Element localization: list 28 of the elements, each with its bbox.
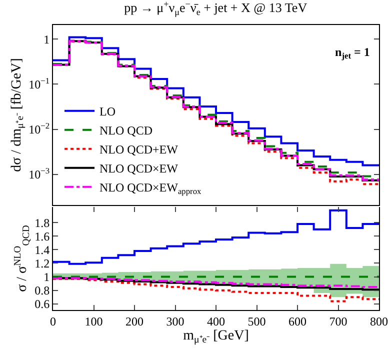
x-tick-label: 700 xyxy=(329,314,348,328)
y-tick-label: 1.2 xyxy=(34,256,50,270)
x-tick-label: 100 xyxy=(84,314,103,328)
y-tick-label: 1 xyxy=(44,270,50,284)
x-axis-title: m$_{μ⁺e⁻}$ [GeV] xyxy=(183,328,249,346)
legend-label: NLO QCD+EW xyxy=(100,142,179,157)
x-tick-label: 300 xyxy=(166,314,184,328)
x-tick-label: 800 xyxy=(370,314,388,328)
chart-title: pp → μ$^{+}$ν$_{μ}$e$^{−}$ν̄$_{e}$ + jet + X @ 13 TeV xyxy=(124,0,308,17)
x-tick-label: 0 xyxy=(50,314,56,328)
annotation: n$_{jet}$ = 1 xyxy=(335,45,370,61)
y-tick-label: 0.6 xyxy=(34,297,50,312)
y-tick-label: 1 xyxy=(44,32,50,46)
x-tick-label: 400 xyxy=(207,314,225,328)
legend-label: NLO QCD×EW xyxy=(100,162,179,176)
x-tick-label: 600 xyxy=(288,314,306,328)
y-tick-label: 1.4 xyxy=(34,242,50,257)
x-tick-label: 500 xyxy=(248,314,266,328)
y-tick-label: 10$^{−3}$ xyxy=(28,166,50,182)
legend-label: NLO QCD×EW$_{approx}$ xyxy=(100,180,202,196)
y-tick-label: 10$^{−1}$ xyxy=(28,76,50,92)
legend-label: LO xyxy=(100,104,116,119)
y-tick-label: 1.8 xyxy=(34,216,50,230)
x-tick-label: 200 xyxy=(126,314,144,328)
y-tick-label: 10$^{−2}$ xyxy=(28,121,50,136)
y-tick-label: 1.6 xyxy=(34,229,50,244)
y-tick-label: 0.8 xyxy=(34,284,50,298)
legend-label: NLO QCD xyxy=(100,124,153,138)
